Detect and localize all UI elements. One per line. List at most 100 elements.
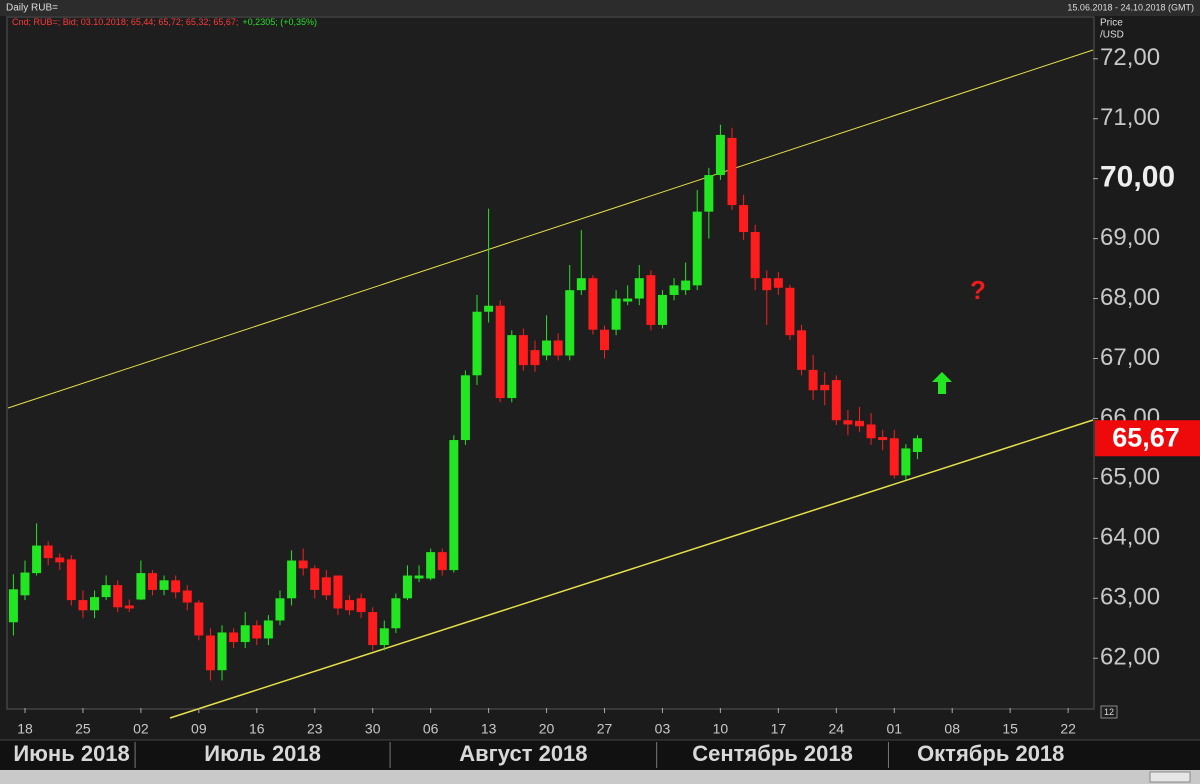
y-tick-label: 68,00: [1100, 284, 1160, 311]
corner-box: [1100, 705, 1118, 719]
lower-channel-line: [169, 419, 1094, 719]
x-tick-label: 25: [75, 721, 91, 737]
y-tick-label: 65,00: [1100, 464, 1160, 491]
candle-body: [820, 384, 830, 391]
candle-body: [773, 278, 783, 288]
scroll-box: [1149, 771, 1191, 783]
candle-body: [20, 572, 30, 596]
candle-body: [669, 285, 679, 295]
date-range: 15.06.2018 - 24.10.2018 (GMT): [1067, 2, 1194, 12]
month-label: Октябрь 2018: [917, 741, 1064, 766]
candle-body: [333, 575, 343, 609]
annotation: ?: [970, 275, 986, 305]
candle-body: [600, 329, 610, 351]
x-tick-label: 27: [597, 721, 613, 737]
candle-body: [391, 598, 401, 629]
candle-body: [739, 205, 749, 233]
candle-body: [356, 598, 366, 613]
month-label: Сентябрь 2018: [692, 741, 853, 766]
y-label: Price: [1100, 18, 1123, 29]
up-arrow: [932, 372, 952, 394]
candle-body: [704, 175, 714, 212]
last-price-box: [1095, 420, 1200, 457]
y-tick-label: 63,00: [1100, 584, 1160, 611]
candle-body: [101, 585, 111, 598]
last-price-label: 65,67: [1112, 422, 1180, 452]
candle-body: [8, 589, 18, 623]
y-tick-label: 62,00: [1100, 644, 1160, 671]
candle-body: [240, 625, 250, 643]
candle-body: [542, 340, 552, 356]
x-tick-label: 16: [249, 721, 265, 737]
candle-body: [495, 305, 505, 399]
x-tick-label: 10: [713, 721, 729, 737]
y-tick-label: 64,00: [1100, 524, 1160, 551]
candle-body: [611, 298, 621, 330]
x-tick-label: 22: [1060, 721, 1076, 737]
candle-body: [808, 369, 818, 391]
candle-body: [472, 311, 482, 376]
y-tick-label: 69,00: [1100, 224, 1160, 251]
candle-body: [321, 577, 331, 596]
upper-channel-line: [7, 49, 1094, 409]
candle-body: [901, 448, 911, 476]
x-tick-label: 24: [829, 721, 845, 737]
x-tick-label: 06: [423, 721, 439, 737]
x-tick-label: 15: [1002, 721, 1018, 737]
candle-body: [484, 305, 494, 312]
candle-body: [657, 294, 667, 325]
candle-body: [692, 211, 702, 286]
candle-body: [507, 335, 517, 399]
candle-body: [843, 420, 853, 425]
candle-body: [518, 335, 528, 366]
candle-body: [136, 573, 146, 600]
candle-body: [866, 424, 876, 439]
legend: Cnd; RUB=; Bid; 03.10.2018; 65,44; 65,72…: [12, 17, 317, 27]
candle-body: [55, 557, 65, 563]
candle-body: [854, 420, 864, 427]
candle-body: [576, 278, 586, 291]
header-bar: [0, 0, 1200, 16]
candle-body: [182, 590, 192, 603]
candle-body: [623, 298, 633, 302]
candle-body: [912, 438, 922, 453]
candle-body: [171, 580, 181, 593]
candle-body: [831, 380, 841, 421]
x-tick-label: 18: [17, 721, 33, 737]
candle-body: [750, 232, 760, 279]
candle-body: [646, 275, 656, 325]
candle-body: [460, 375, 470, 441]
candle-body: [727, 137, 737, 206]
candle-body: [565, 290, 575, 356]
candle-body: [229, 632, 239, 643]
legend-change: +0,2305; (+0,35%): [242, 17, 317, 27]
legend-text: Cnd; RUB=; Bid; 03.10.2018; 65,44; 65,72…: [12, 17, 238, 27]
x-tick-label: 01: [886, 721, 902, 737]
candle-body: [287, 560, 297, 599]
x-tick-label: 09: [191, 721, 207, 737]
candle-body: [379, 628, 389, 646]
candle-body: [530, 350, 540, 366]
month-label: Август 2018: [459, 741, 587, 766]
x-tick-label: 02: [133, 721, 149, 737]
month-band: [0, 740, 1200, 770]
x-tick-label: 20: [539, 721, 555, 737]
candle-body: [124, 605, 134, 609]
candle-body: [785, 287, 795, 336]
candle-body: [588, 278, 598, 330]
bottom-strip: [0, 770, 1200, 784]
chart-title: Daily RUB=: [6, 3, 58, 14]
candle-body: [889, 438, 899, 476]
y-tick-label: 70,00: [1100, 161, 1175, 194]
candle-body: [414, 575, 424, 579]
x-tick-label: 03: [655, 721, 671, 737]
x-tick-label: 08: [944, 721, 960, 737]
candle-body: [437, 552, 447, 571]
candle-body: [275, 598, 285, 621]
month-label: Июнь 2018: [13, 741, 129, 766]
candle-body: [66, 559, 76, 601]
x-tick-label: 17: [771, 721, 787, 737]
y-unit: /USD: [1100, 30, 1124, 41]
candle-body: [217, 632, 227, 671]
candle-body: [43, 545, 53, 559]
